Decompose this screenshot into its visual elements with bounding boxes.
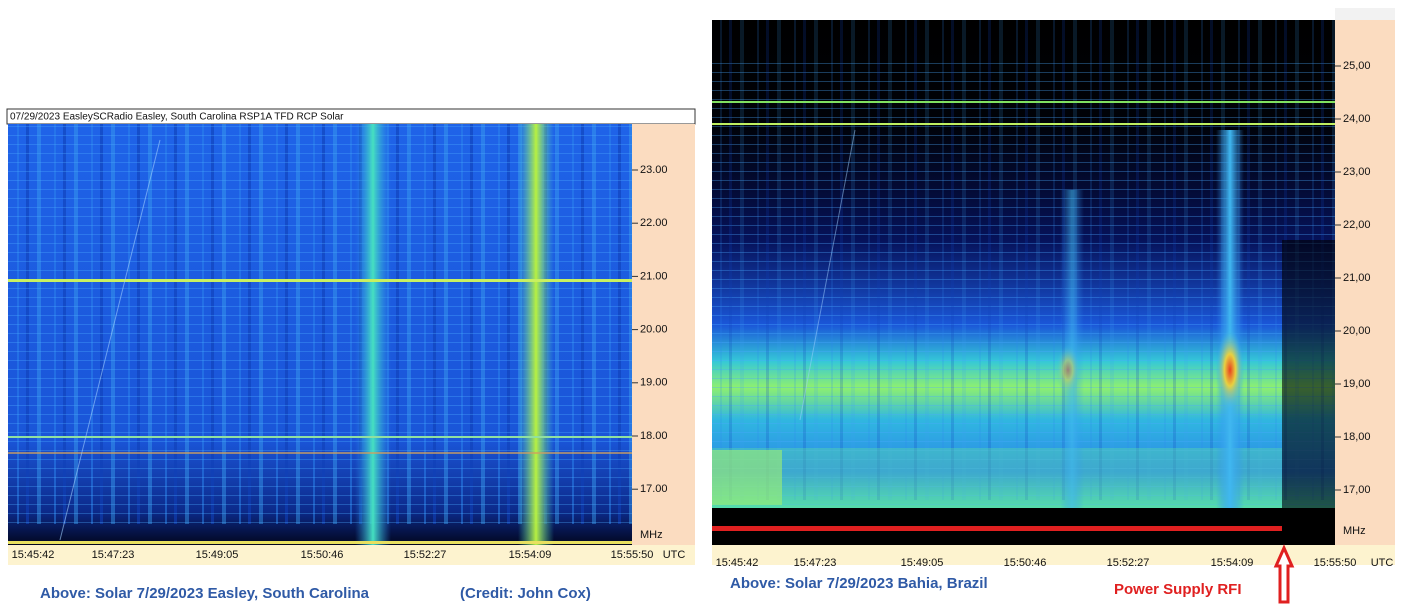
carrier-line [8, 452, 632, 454]
y-tick-label: 23,00 [1343, 166, 1371, 178]
x-tick-label: 15:52:27 [1107, 557, 1150, 569]
x-tick-label: 15:49:05 [196, 549, 239, 561]
x-tick-label: 15:50:46 [301, 549, 344, 561]
burst [1056, 345, 1080, 395]
x-tick-label: 15:55:50 [611, 549, 654, 561]
credit: (Credit: John Cox) [460, 585, 591, 602]
y-unit: MHz [1343, 525, 1366, 537]
y-tick-label: 19.00 [640, 377, 668, 389]
carrier-line [712, 101, 1335, 103]
caption: Above: Solar 7/29/2023 Easley, South Car… [40, 585, 370, 602]
y-tick-label: 20.00 [640, 324, 668, 336]
y-tick-label: 17.00 [640, 483, 668, 495]
arrow [1273, 544, 1295, 604]
x-tick-label: 15:54:09 [509, 549, 552, 561]
x-tick-label: 15:45:42 [716, 557, 759, 569]
x-tick-label: 15:47:23 [794, 557, 837, 569]
caption: Above: Solar 7/29/2023 Bahia, Brazil [730, 575, 988, 592]
y-unit: MHz [640, 529, 663, 541]
band [712, 450, 782, 505]
trace [59, 139, 161, 541]
y-tick-label: 20,00 [1343, 325, 1371, 337]
carrier-line [8, 541, 632, 544]
carrier-line [712, 123, 1335, 125]
annotation: Power Supply RFI [1114, 581, 1242, 598]
x-tick-label: 15:45:42 [12, 549, 55, 561]
y-tick-label: 23.00 [640, 164, 668, 176]
x-tick-label: 15:49:05 [901, 557, 944, 569]
x-tick-label: 15:54:09 [1211, 557, 1254, 569]
x-unit: UTC [663, 549, 686, 561]
y-tick-label: 21,00 [1343, 272, 1371, 284]
panel-header: 07/29/2023 EasleySCRadio Easley, South C… [10, 112, 344, 123]
y-tick-label: 24,00 [1343, 113, 1371, 125]
x-unit: UTC [1371, 557, 1394, 569]
y-tick-label: 19,00 [1343, 378, 1371, 390]
y-tick-label: 21.00 [640, 270, 668, 282]
carrier-line [8, 436, 632, 438]
y-tick-label: 17,00 [1343, 484, 1371, 496]
burst-band [355, 124, 391, 545]
carrier-line [8, 279, 632, 282]
burst [1216, 330, 1244, 410]
y-axis-strip [632, 124, 695, 545]
y-tick-label: 22.00 [640, 217, 668, 229]
y-tick-label: 22,00 [1343, 219, 1371, 231]
y-tick-label: 18,00 [1343, 431, 1371, 443]
band [712, 448, 1282, 508]
dark-zone [1282, 240, 1335, 540]
burst-band [518, 124, 554, 545]
x-tick-label: 15:55:50 [1314, 557, 1357, 569]
y-axis-strip [1335, 20, 1395, 545]
y-tick-label: 18.00 [640, 430, 668, 442]
x-axis-strip [8, 545, 695, 565]
y-tick-label: 25,00 [1343, 60, 1371, 72]
axis-top [1335, 8, 1395, 22]
x-axis-strip [712, 545, 1395, 565]
x-tick-label: 15:52:27 [404, 549, 447, 561]
rfi-marker [712, 526, 1282, 531]
trace [799, 129, 856, 421]
x-tick-label: 15:47:23 [92, 549, 135, 561]
x-tick-label: 15:50:46 [1004, 557, 1047, 569]
